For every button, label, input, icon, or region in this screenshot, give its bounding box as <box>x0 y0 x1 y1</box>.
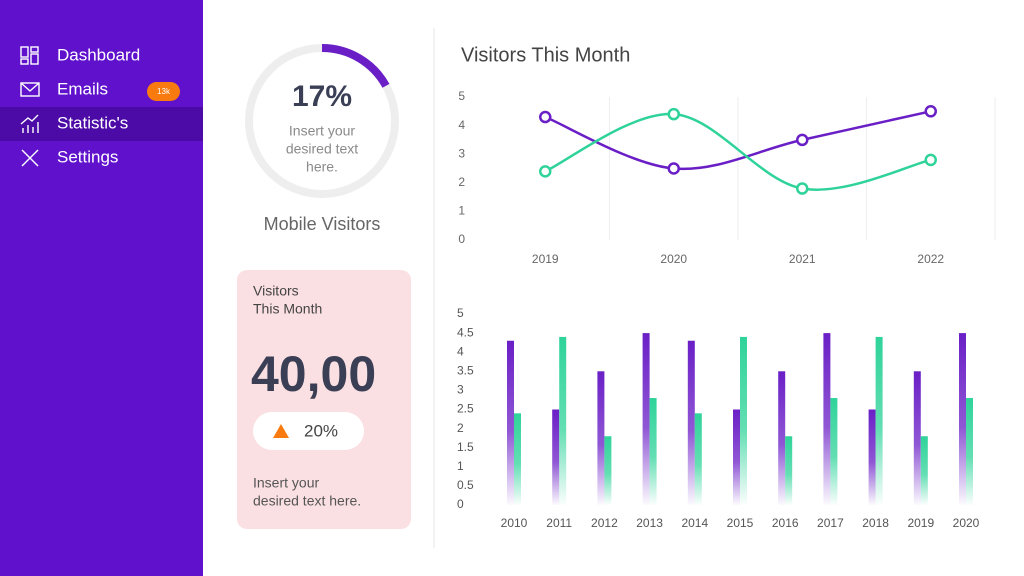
card-title: This Month <box>253 301 322 317</box>
bar <box>559 336 567 505</box>
y-tick-label: 3 <box>457 383 464 397</box>
card-text: desired text here. <box>253 493 361 509</box>
y-tick-label: 0 <box>457 497 464 511</box>
card-value: 40,00 <box>251 346 376 402</box>
y-tick-label: 4 <box>458 118 465 132</box>
bar <box>642 333 650 505</box>
menu-item[interactable]: Settings <box>57 147 118 166</box>
bar <box>733 409 740 505</box>
y-tick-label: 4 <box>457 344 464 358</box>
bar <box>778 371 786 505</box>
bar <box>597 371 605 505</box>
y-tick-label: 3 <box>458 146 465 160</box>
icon <box>20 82 40 92</box>
point <box>796 182 809 195</box>
bar <box>507 340 514 505</box>
card-text: Insert your <box>253 475 319 491</box>
bar <box>913 371 921 505</box>
point <box>924 153 937 167</box>
y-tick-label: 4.5 <box>457 325 474 339</box>
bar <box>785 436 793 505</box>
gauge-text: desired text <box>286 141 358 157</box>
x-tick-label: 2010 <box>501 516 528 530</box>
gauge-caption: Mobile Visitors <box>264 214 381 234</box>
icon <box>20 46 29 58</box>
bar <box>694 413 702 505</box>
y-tick-label: 2.5 <box>457 402 474 416</box>
x-tick-label: 2014 <box>681 516 708 530</box>
line-series <box>544 110 932 171</box>
badge <box>147 82 180 101</box>
gauge-text: Insert your <box>289 123 355 139</box>
line-series <box>544 112 932 191</box>
gauge-value: 17% <box>292 80 352 113</box>
change-pill <box>253 412 364 450</box>
x-tick-label: 2015 <box>727 516 754 530</box>
y-tick-label: 1 <box>457 459 464 473</box>
active-row <box>0 107 203 141</box>
x-tick-label: 2019 <box>907 516 934 530</box>
bar <box>740 336 747 505</box>
bar <box>959 333 966 505</box>
icon <box>20 58 29 65</box>
icon <box>30 46 39 53</box>
bar <box>966 398 973 505</box>
bar <box>823 333 831 505</box>
x-tick-label: 2022 <box>917 252 944 266</box>
chart-title: Visitors This Month <box>461 44 630 66</box>
x-tick-label: 2020 <box>953 516 980 530</box>
point <box>539 110 552 124</box>
icon <box>20 82 40 97</box>
x-tick-label: 2021 <box>789 252 816 266</box>
y-tick-label: 1 <box>458 204 465 218</box>
y-tick-label: 1.5 <box>457 440 474 454</box>
y-tick-label: 0.5 <box>457 478 474 492</box>
point <box>667 107 680 121</box>
bar <box>875 336 883 505</box>
point <box>667 162 680 175</box>
gauge-text: here. <box>306 159 338 175</box>
card-title: Visitors <box>253 283 299 299</box>
x-tick-label: 2020 <box>660 252 687 266</box>
y-tick-label: 3.5 <box>457 363 474 377</box>
gauge-arc <box>321 44 390 88</box>
point <box>539 165 552 178</box>
menu-item[interactable]: Dashboard <box>57 45 140 64</box>
up-arrow <box>273 424 289 438</box>
icon <box>20 114 39 125</box>
y-tick-label: 2 <box>457 421 464 435</box>
bar <box>552 409 560 505</box>
bar <box>514 413 521 505</box>
x-tick-label: 2012 <box>591 516 618 530</box>
bar <box>649 398 657 505</box>
menu-item[interactable]: Statistic's <box>57 113 128 132</box>
x-tick-label: 2013 <box>636 516 663 530</box>
point <box>924 105 937 118</box>
bar <box>920 436 928 505</box>
bar <box>687 340 695 505</box>
bar <box>604 436 612 505</box>
x-tick-label: 2018 <box>862 516 889 530</box>
badge-text: 13k <box>157 87 171 96</box>
bar <box>868 409 876 505</box>
icon <box>30 53 39 65</box>
bar <box>830 398 838 505</box>
x-tick-label: 2017 <box>817 516 844 530</box>
point <box>796 133 809 147</box>
y-tick-label: 5 <box>457 306 464 320</box>
y-tick-label: 2 <box>458 175 465 189</box>
x-tick-label: 2016 <box>772 516 799 530</box>
y-tick-label: 0 <box>458 232 465 246</box>
card-change: 20% <box>304 421 338 440</box>
y-tick-label: 5 <box>458 89 465 103</box>
x-tick-label: 2019 <box>532 252 559 266</box>
card <box>237 270 411 529</box>
icons <box>20 46 40 167</box>
menu-item[interactable]: Emails <box>57 79 108 98</box>
x-tick-label: 2011 <box>546 516 572 530</box>
icon <box>21 149 39 167</box>
